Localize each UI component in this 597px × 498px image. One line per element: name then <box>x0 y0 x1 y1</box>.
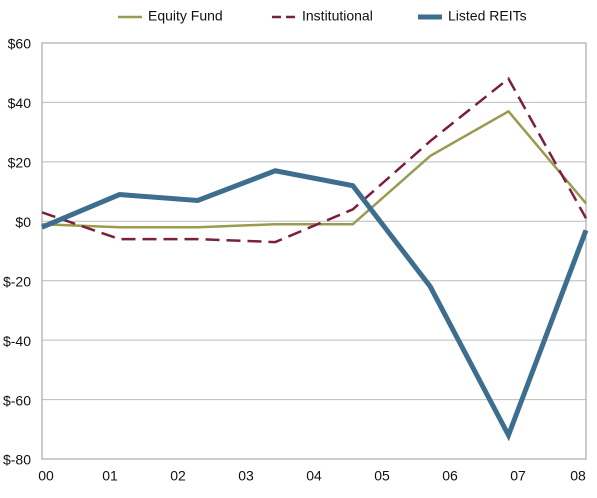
x-tick-label: 08 <box>570 468 586 484</box>
y-tick-label: $-20 <box>3 273 31 289</box>
y-tick-label: $0 <box>15 214 31 230</box>
y-tick-label: $60 <box>8 36 32 52</box>
x-tick-label: 04 <box>306 468 322 484</box>
line-series <box>41 109 587 229</box>
legend-item: Institutional <box>272 8 373 24</box>
x-tick-label: 05 <box>374 468 390 484</box>
x-tick-label: 02 <box>170 468 186 484</box>
y-tick-label: $-80 <box>3 452 31 468</box>
line-series <box>41 76 588 244</box>
plot-frame <box>41 42 587 460</box>
y-tick-label: $40 <box>8 95 32 111</box>
legend-item: Listed REITs <box>418 8 527 24</box>
x-tick-label: 06 <box>442 468 458 484</box>
x-tick-label: 03 <box>238 468 254 484</box>
y-tick-label: $-60 <box>3 392 31 408</box>
line-series <box>41 168 589 442</box>
legend-label: Institutional <box>302 8 373 24</box>
y-tick-label: $-40 <box>3 333 31 349</box>
x-tick-label: 01 <box>102 468 118 484</box>
legend-label: Listed REITs <box>448 8 527 24</box>
x-tick-label: 07 <box>510 468 526 484</box>
legend-item: Equity Fund <box>118 8 223 24</box>
y-tick-label: $20 <box>8 155 32 171</box>
x-tick-label: 00 <box>38 468 54 484</box>
legend-label: Equity Fund <box>148 8 223 24</box>
